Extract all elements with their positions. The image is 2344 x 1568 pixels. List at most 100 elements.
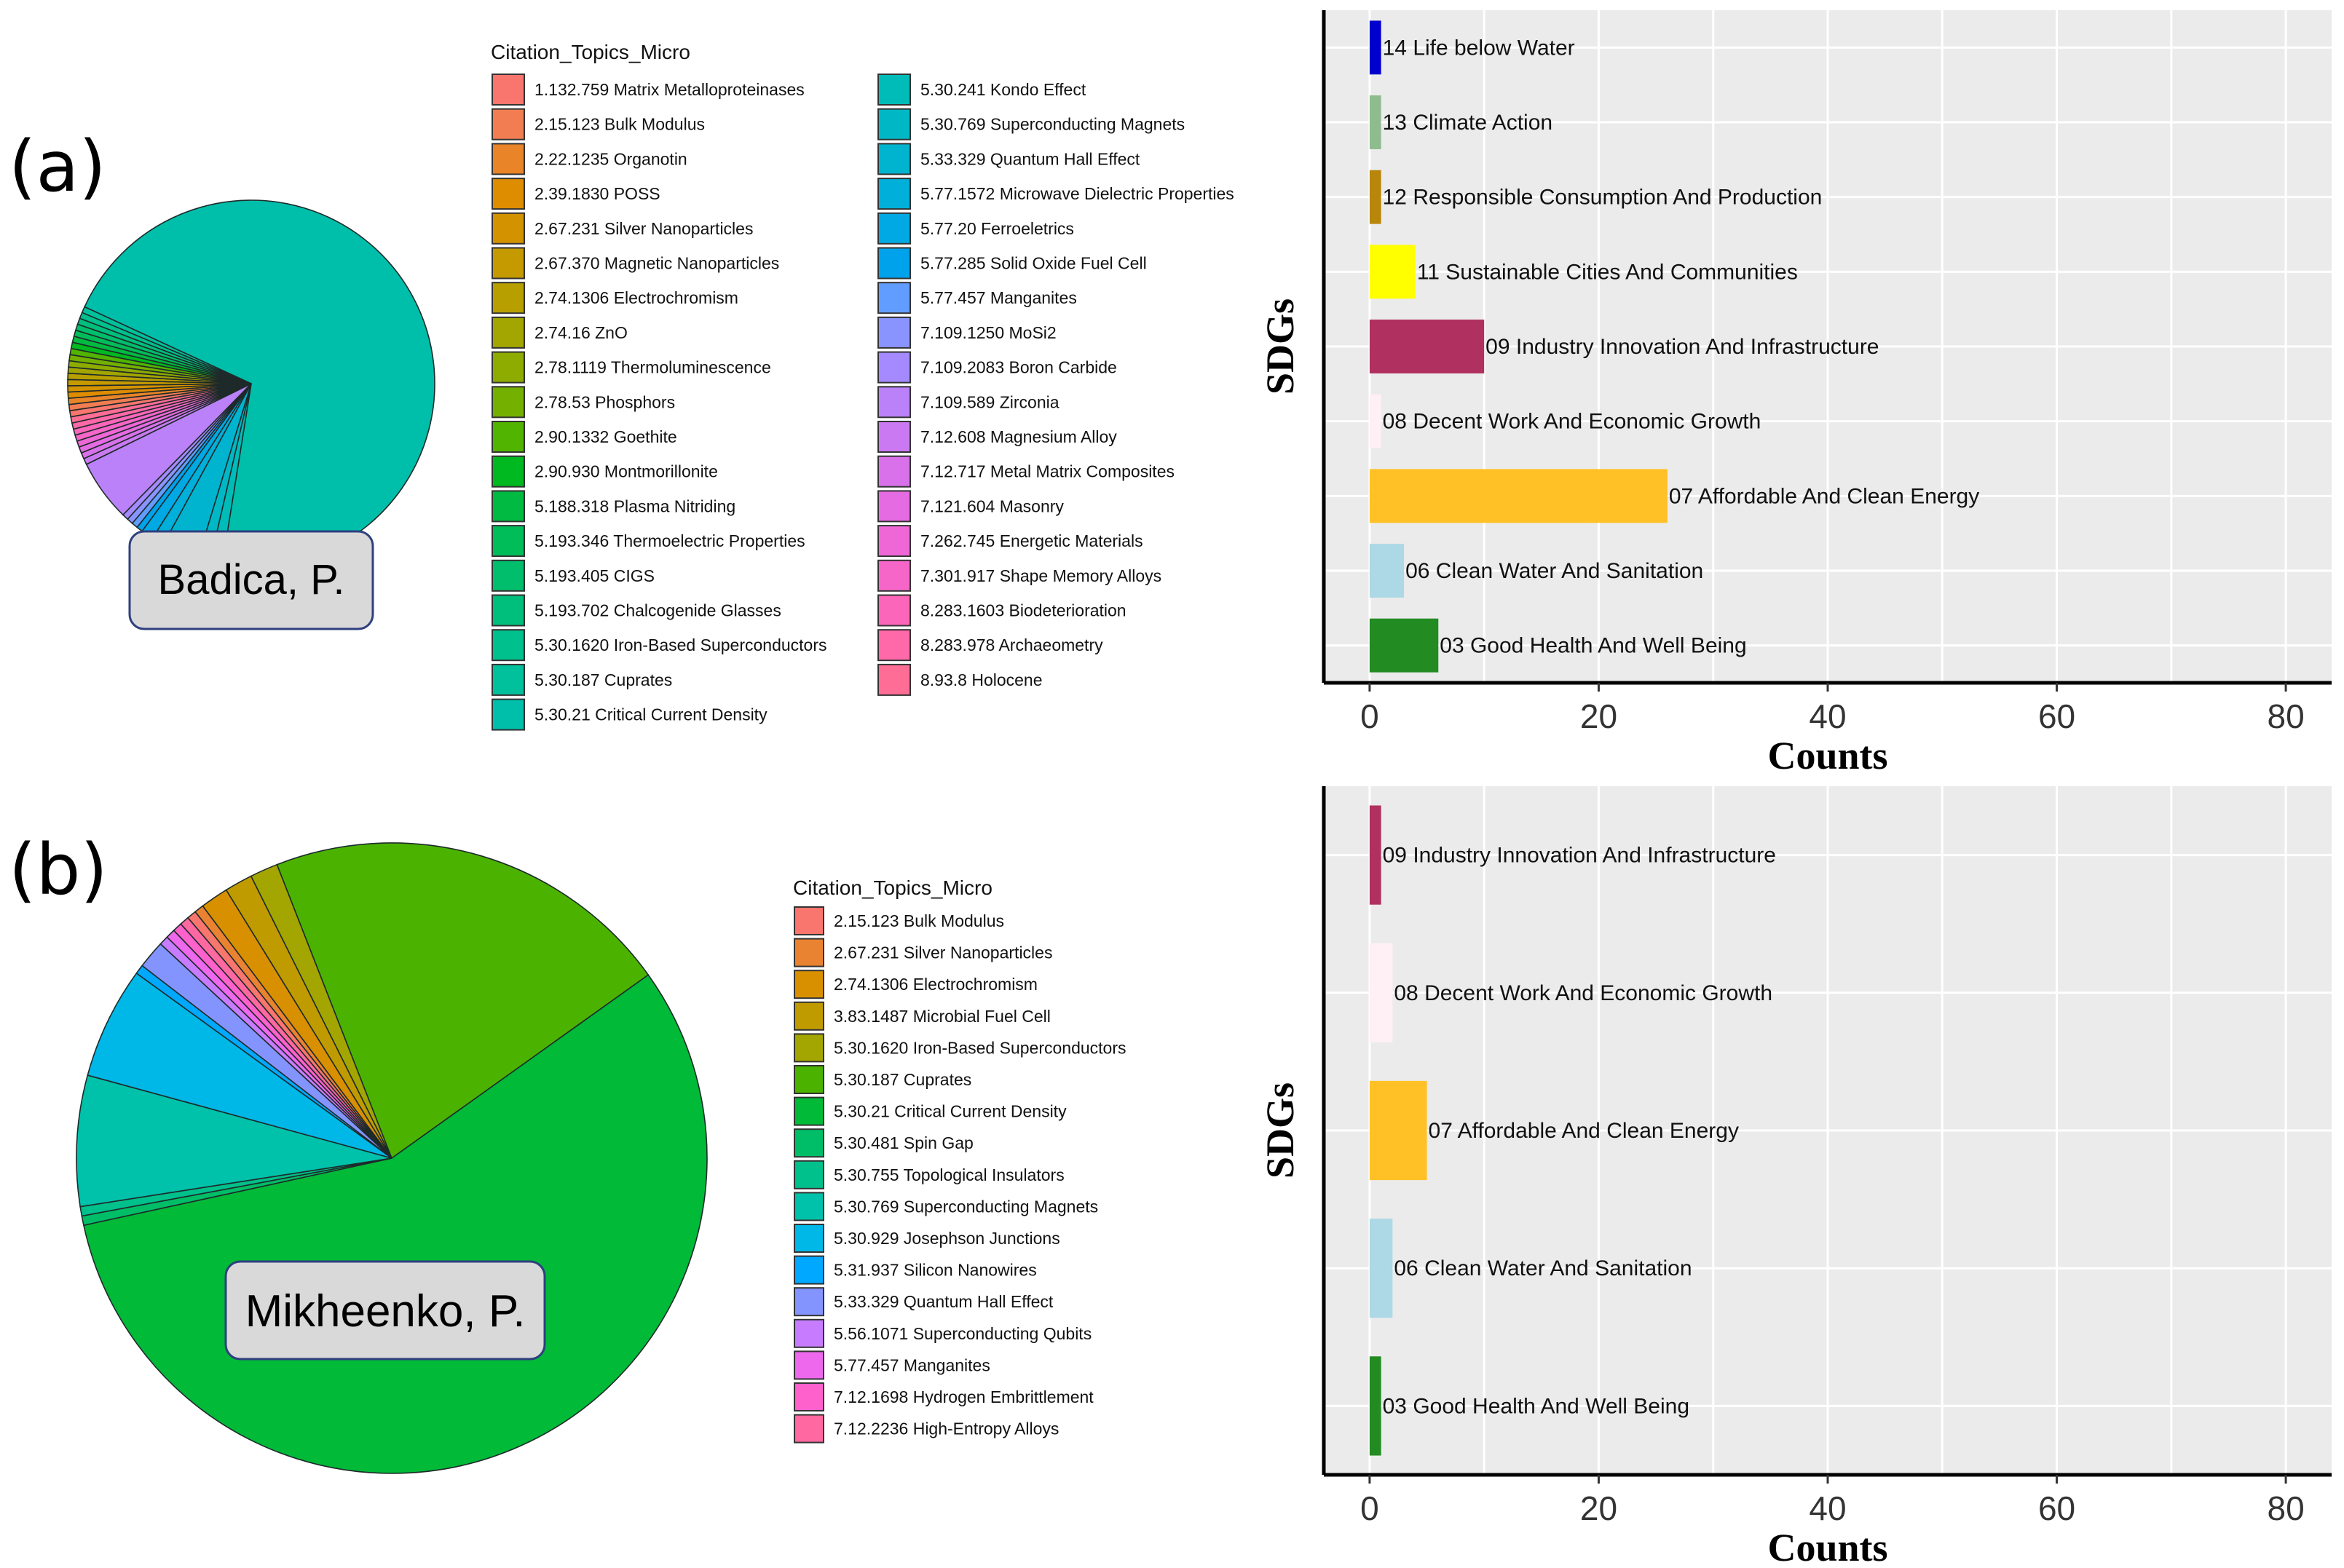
legend-title-b: Citation_Topics_Micro [793,876,993,899]
x-tick-label: 0 [1360,1489,1379,1527]
legend-item: 2.15.123 Bulk Modulus [492,108,705,140]
legend-label: 2.74.1306 Electrochromism [534,288,738,307]
legend-key [877,316,911,349]
legend-key [877,386,911,419]
legend-key [492,212,525,245]
legend-key [794,1033,824,1063]
legend-item: 8.283.1603 Biodeterioration [877,594,1126,627]
legend-label: 8.283.978 Archaeometry [920,635,1103,654]
legend-key [492,594,525,627]
legend-label: 7.109.1250 MoSi2 [920,323,1057,342]
legend-key [877,455,911,488]
legend-label: 2.67.231 Silver Nanoparticles [534,219,753,238]
legend-label: 2.67.231 Silver Nanoparticles [834,943,1052,962]
legend-item: 3.83.1487 Microbial Fuel Cell [794,1001,1051,1031]
legend-label: 5.30.1620 Iron-Based Superconductors [534,635,827,654]
bar-label: 07 Affordable And Clean Energy [1429,1119,1739,1143]
legend-item: 2.67.231 Silver Nanoparticles [492,212,753,245]
x-tick-label: 80 [2268,1489,2305,1527]
legend-label: 2.15.123 Bulk Modulus [834,911,1004,930]
legend-key [794,1414,824,1444]
legend-key [492,247,525,280]
x-axis-title: Counts [1767,734,1887,777]
legend-b: 2.15.123 Bulk Modulus 2.67.231 Silver Nan… [794,906,1126,1444]
bar-label: 12 Responsible Consumption And Productio… [1383,186,1823,210]
legend-item: 2.22.1235 Organotin [492,143,687,175]
legend-key [492,490,525,523]
legend-label: 5.30.21 Critical Current Density [834,1102,1067,1121]
legend-item: 5.30.187 Cuprates [794,1065,971,1094]
legend-key [492,143,525,175]
legend-label: 7.109.2083 Boron Carbide [920,358,1117,377]
legend-key [877,629,911,662]
bar-08-decent-work-and-economic-growth [1369,394,1381,448]
legend-key [794,1001,824,1031]
bar-06-clean-water-and-sanitation [1369,544,1405,598]
legend-key [492,455,525,488]
legend-item: 2.67.231 Silver Nanoparticles [794,938,1052,967]
legend-label: 2.74.16 ZnO [534,323,628,342]
legend-item: 7.121.604 Masonry [877,490,1064,523]
x-tick-label: 60 [2038,1489,2075,1527]
bar-label: 08 Decent Work And Economic Growth [1394,981,1772,1005]
legend-item: 5.30.21 Critical Current Density [794,1096,1067,1126]
legend-key [877,490,911,523]
legend-label: 5.30.241 Kondo Effect [920,80,1086,99]
legend-key [492,282,525,314]
legend-label: 2.15.123 Bulk Modulus [534,115,705,134]
bar-12-responsible-consumption-and-production [1369,170,1381,224]
bar-07-affordable-and-clean-energy [1369,469,1668,523]
legend-label: 5.30.769 Superconducting Magnets [834,1197,1098,1216]
bar-label: 11 Sustainable Cities And Communities [1417,260,1798,284]
bar-07-affordable-and-clean-energy [1369,1080,1427,1181]
legend-label: 2.90.930 Montmorillonite [534,462,718,481]
pie-chart-mikheenko [76,842,708,1474]
legend-label: 7.12.2236 High-Entropy Alloys [834,1419,1059,1438]
legend-key [492,663,525,696]
legend-key [492,386,525,419]
legend-item: 5.30.241 Kondo Effect [877,74,1086,106]
legend-label: 5.30.21 Critical Current Density [534,705,767,724]
legend-label: 5.56.1071 Superconducting Qubits [834,1324,1092,1343]
x-axis-title: Counts [1767,1526,1887,1568]
legend-label: 5.30.769 Superconducting Magnets [920,115,1185,134]
author-name-b: Mikheenko, P. [245,1286,526,1337]
legend-item: 5.30.769 Superconducting Magnets [794,1192,1098,1221]
legend-key [794,1255,824,1285]
legend-key [492,525,525,558]
legend-item: 2.15.123 Bulk Modulus [794,906,1004,935]
legend-key [794,1192,824,1221]
legend-key [877,525,911,558]
legend-item: 5.77.20 Ferroeletrics [877,212,1074,245]
legend-label: 5.30.481 Spin Gap [834,1133,974,1152]
legend-key [877,282,911,314]
legend-key [794,1096,824,1126]
legend-item: 2.74.16 ZnO [492,316,628,349]
legend-key [877,421,911,453]
legend-key [877,663,911,696]
legend-label: 7.12.717 Metal Matrix Composites [920,462,1175,481]
legend-key [492,351,525,384]
legend-item: 5.188.318 Plasma Nitriding [492,490,735,523]
legend-item: 5.31.937 Silicon Nanowires [794,1255,1037,1285]
pie-slice-8-93-8-holocene [70,383,252,424]
pie-chart-badica [67,199,435,568]
bar-14-life-below-water [1369,20,1381,75]
panel-b-label: (b) [9,829,108,911]
x-tick-label: 60 [2038,697,2075,735]
author-name-a: Badica, P. [158,556,345,603]
pie-slice-5-30-187-cuprates [276,842,650,1160]
legend-item: 7.301.917 Shape Memory Alloys [877,559,1161,592]
legend-label: 2.90.1332 Goethite [534,427,677,446]
legend-item: 5.193.702 Chalcogenide Glasses [492,594,781,627]
legend-label: 5.77.1572 Microwave Dielectric Propertie… [920,184,1234,203]
legend-label: 7.262.745 Energetic Materials [920,531,1143,550]
legend-item: 5.30.21 Critical Current Density [492,698,767,731]
bar-08-decent-work-and-economic-growth [1369,943,1393,1042]
legend-key [794,1287,824,1317]
legend-label: 1.132.759 Matrix Metalloproteinases [534,80,805,99]
legend-item: 2.78.1119 Thermoluminescence [492,351,771,384]
legend-item: 7.12.2236 High-Entropy Alloys [794,1414,1059,1444]
bar-label: 03 Good Health And Well Being [1383,1394,1689,1418]
legend-item: 2.78.53 Phosphors [492,386,675,419]
